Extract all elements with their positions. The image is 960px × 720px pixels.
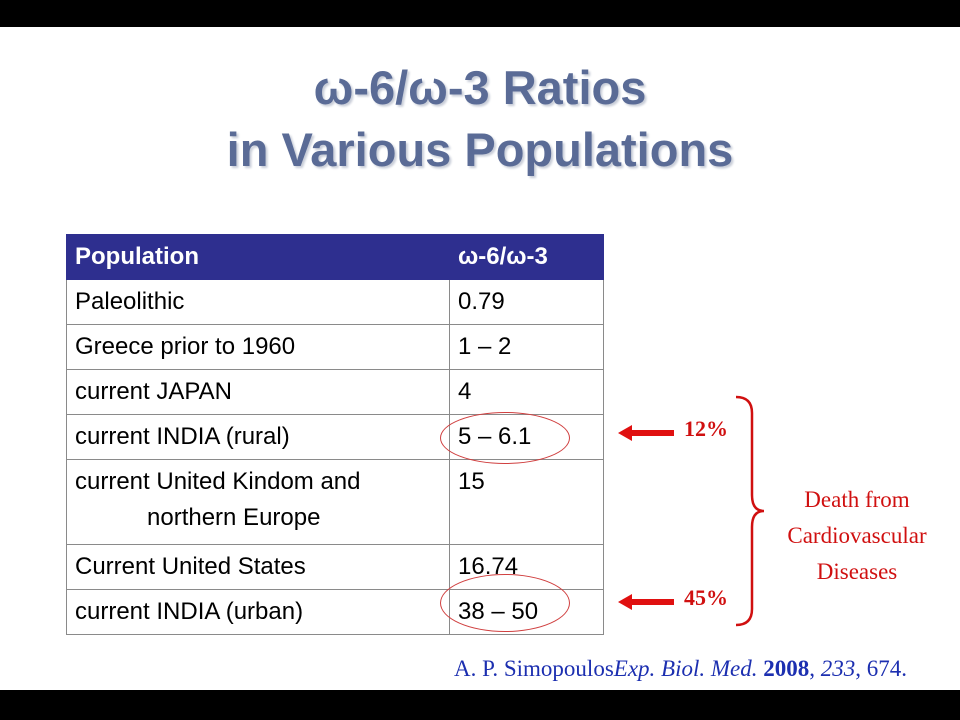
header-population: Population (66, 234, 450, 280)
population-cell: Greece prior to 1960 (66, 324, 450, 370)
population-cell: Paleolithic (66, 279, 450, 325)
population-cell: Current United States (66, 544, 450, 590)
table-row: current JAPAN 4 (66, 369, 604, 415)
table-row: Paleolithic 0.79 (66, 279, 604, 325)
citation-author: A. P. Simopoulos (454, 656, 614, 681)
population-cell: current INDIA (urban) (66, 589, 450, 635)
header-ratio: ω-6/ω-3 (449, 234, 604, 280)
urban-arrow-icon (618, 594, 674, 610)
population-cell: current JAPAN (66, 369, 450, 415)
table-row: current United Kindom and northern Europ… (66, 459, 604, 545)
table-header-row: Population ω-6/ω-3 (66, 234, 604, 280)
citation-journal: Exp. Biol. Med. (613, 656, 758, 681)
population-line-2: northern Europe (147, 504, 321, 531)
death-line-2: Cardiovascular (787, 523, 927, 548)
ratio-cell: 0.79 (449, 279, 604, 325)
death-annotation: Death from Cardiovascular Diseases (762, 482, 952, 590)
citation: A. P. SimopoulosExp. Biol. Med. 2008, 23… (454, 656, 907, 681)
citation-page: 674. (866, 656, 907, 681)
population-line-1: current United Kindom and (75, 468, 361, 495)
death-line-1: Death from (804, 487, 910, 512)
slide-title: ω-6/ω-3 Ratios in Various Populations (0, 57, 960, 181)
slide: ω-6/ω-3 Ratios in Various Populations Po… (0, 27, 960, 690)
title-line-2: in Various Populations (226, 123, 734, 176)
citation-year: 2008 (763, 656, 810, 681)
rural-highlight-ellipse (440, 412, 570, 464)
urban-highlight-ellipse (440, 574, 570, 632)
table-row: Greece prior to 1960 1 – 2 (66, 324, 604, 370)
ratio-cell: 15 (449, 459, 604, 545)
rural-arrow-icon (618, 425, 674, 441)
ratio-cell: 4 (449, 369, 604, 415)
rural-percent-label: 12% (684, 416, 728, 441)
table-row: Current United States 16.74 (66, 544, 604, 590)
population-cell: current United Kindom and northern Europ… (66, 459, 450, 545)
population-cell: current INDIA (rural) (66, 414, 450, 460)
ratio-cell: 1 – 2 (449, 324, 604, 370)
urban-percent-label: 45% (684, 585, 728, 610)
death-line-3: Diseases (816, 559, 898, 584)
title-line-1: ω-6/ω-3 Ratios (313, 61, 647, 114)
citation-volume: 233 (820, 656, 856, 681)
curly-brace-icon (735, 395, 765, 627)
